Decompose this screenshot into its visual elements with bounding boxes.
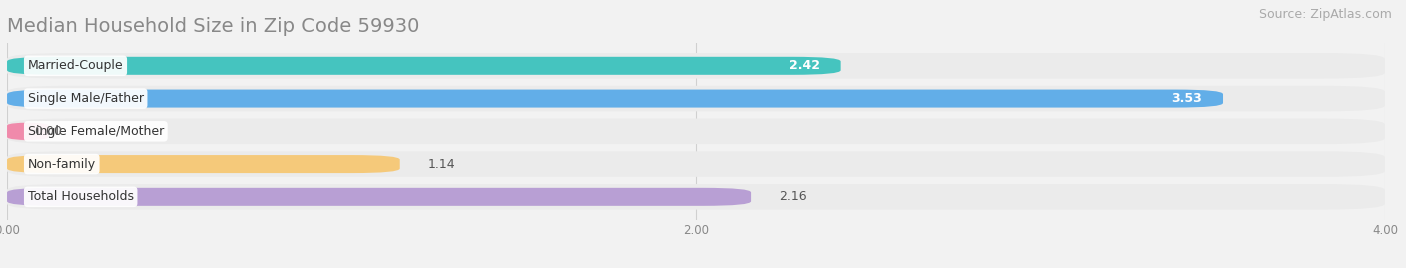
Text: Non-family: Non-family [28, 158, 96, 170]
FancyBboxPatch shape [7, 57, 841, 75]
FancyBboxPatch shape [7, 122, 48, 140]
Text: Married-Couple: Married-Couple [28, 59, 124, 72]
Text: 3.53: 3.53 [1171, 92, 1202, 105]
Text: Single Male/Father: Single Male/Father [28, 92, 143, 105]
Text: 1.14: 1.14 [427, 158, 456, 170]
Text: 0.00: 0.00 [35, 125, 63, 138]
FancyBboxPatch shape [7, 90, 1223, 107]
Text: Source: ZipAtlas.com: Source: ZipAtlas.com [1258, 8, 1392, 21]
FancyBboxPatch shape [7, 155, 399, 173]
Text: Total Households: Total Households [28, 190, 134, 203]
FancyBboxPatch shape [7, 184, 1385, 210]
Text: Single Female/Mother: Single Female/Mother [28, 125, 165, 138]
Text: 2.42: 2.42 [789, 59, 820, 72]
FancyBboxPatch shape [7, 151, 1385, 177]
Text: 2.16: 2.16 [779, 190, 806, 203]
FancyBboxPatch shape [7, 118, 1385, 144]
FancyBboxPatch shape [7, 86, 1385, 111]
Text: Median Household Size in Zip Code 59930: Median Household Size in Zip Code 59930 [7, 17, 419, 36]
FancyBboxPatch shape [7, 53, 1385, 79]
FancyBboxPatch shape [7, 188, 751, 206]
